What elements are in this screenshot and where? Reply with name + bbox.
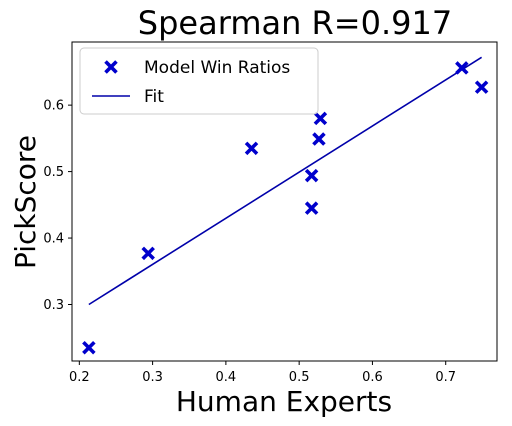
- y-tick-label: 0.3: [43, 298, 64, 313]
- y-tick-label: 0.5: [43, 165, 64, 180]
- data-point: [141, 246, 155, 261]
- data-point: [304, 201, 319, 215]
- data-point: [313, 111, 328, 126]
- data-point: [82, 340, 96, 355]
- x-tick-label: 0.3: [142, 370, 163, 385]
- x-axis-label: Human Experts: [176, 385, 392, 418]
- x-tick-label: 0.4: [216, 370, 237, 385]
- x-tick-label: 0.6: [362, 370, 383, 385]
- x-axis-ticks: 0.2 0.3 0.4 0.5 0.6 0.7: [69, 361, 456, 385]
- y-tick-label: 0.6: [43, 99, 64, 114]
- plot-area: [71, 41, 498, 362]
- legend-label-fit: Fit: [144, 87, 164, 107]
- x-tick-label: 0.5: [289, 370, 310, 385]
- chart-title: Spearman R=0.917: [138, 4, 452, 42]
- data-point: [474, 80, 489, 94]
- legend-frame: [79, 47, 319, 115]
- fit-line-layer: [88, 56, 483, 306]
- data-point: [244, 141, 259, 156]
- data-point: [312, 132, 326, 146]
- legend-label-model-win-ratios: Model Win Ratios: [144, 58, 290, 78]
- legend-x-marker: [104, 60, 118, 74]
- legend: Model Win Ratios Fit: [79, 47, 319, 115]
- fit-line: [88, 56, 483, 306]
- data-point: [455, 61, 469, 75]
- x-tick-label: 0.7: [435, 370, 456, 385]
- data-point: [304, 168, 319, 183]
- legend-marker-x-icon: [104, 60, 118, 74]
- y-tick-label: 0.4: [43, 232, 64, 247]
- x-tick-label: 0.2: [69, 370, 90, 385]
- y-axis-label: PickScore: [9, 135, 42, 269]
- data-points-layer: [82, 61, 489, 355]
- y-axis-ticks: 0.3 0.4 0.5 0.6: [43, 99, 72, 313]
